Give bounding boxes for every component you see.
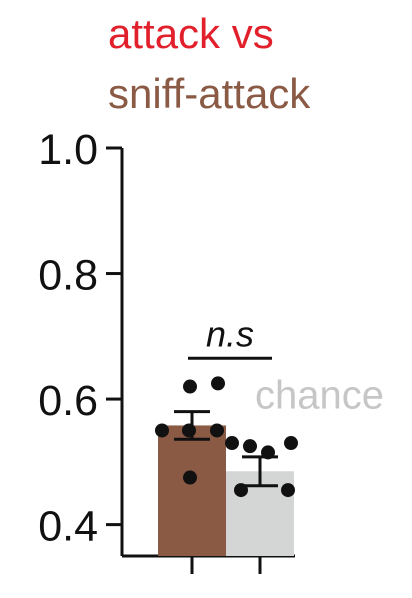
data-points <box>155 376 298 498</box>
bars <box>158 425 294 574</box>
data-point <box>284 436 298 451</box>
y-tick-label: 0.8 <box>38 252 98 300</box>
significance-label: n.s <box>206 313 254 354</box>
y-axis-ticks: 1.0 0.8 0.6 0.4 <box>38 126 122 551</box>
data-point <box>183 379 197 394</box>
error-bars <box>174 410 278 488</box>
data-point <box>243 439 257 454</box>
data-point <box>210 423 224 438</box>
y-tick-label: 1.0 <box>38 126 98 174</box>
y-tick-label: 0.6 <box>38 377 98 425</box>
chart-title-line-1: attack vs <box>108 10 274 57</box>
data-point <box>211 376 225 391</box>
y-tick-label: 0.4 <box>38 503 98 551</box>
data-point <box>155 423 169 438</box>
data-point <box>261 445 275 460</box>
bar-decoding <box>158 425 226 556</box>
data-point <box>281 483 295 498</box>
data-point <box>183 470 197 485</box>
chart-title-line-2: sniff-attack <box>108 70 311 117</box>
data-point <box>234 483 248 498</box>
data-point <box>225 436 239 451</box>
data-point <box>182 423 196 438</box>
chance-label: chance <box>255 373 384 417</box>
